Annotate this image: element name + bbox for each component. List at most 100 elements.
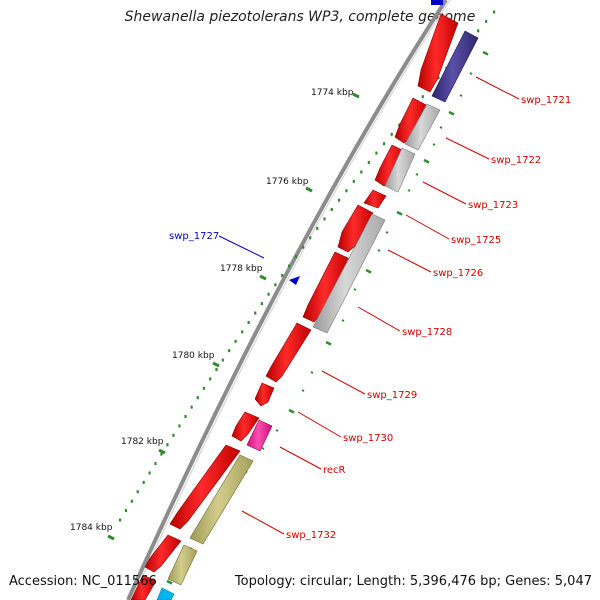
gene-top-blue-shape[interactable] <box>431 0 443 5</box>
backbone-inner-line <box>131 0 451 600</box>
gene-label-recR[interactable]: recR <box>323 465 346 476</box>
kbp-label: 1776 kbp <box>266 177 309 187</box>
kbp-label: 1774 kbp <box>311 88 354 98</box>
tick-dot <box>166 579 173 585</box>
forward-strand-genes <box>130 13 459 600</box>
gene-swp_1732b-shape[interactable] <box>167 544 198 586</box>
leader-line <box>321 370 366 395</box>
gene-label-swp_1728[interactable]: swp_1728 <box>402 327 452 338</box>
backbone-outer-line <box>126 0 448 600</box>
gene-label-swp_1722[interactable]: swp_1722 <box>491 155 541 166</box>
tick-dot <box>390 132 393 136</box>
gene-arrow[interactable] <box>231 411 260 442</box>
tick-dot <box>267 292 270 296</box>
tick-dot <box>184 415 187 419</box>
tick-dot <box>382 142 386 146</box>
gene-arrow[interactable] <box>363 189 387 209</box>
tick-dot <box>367 161 370 165</box>
tick-dot <box>477 29 480 33</box>
kbp-tick <box>107 534 115 541</box>
tick-dot <box>166 443 169 447</box>
gene-swp_1723-shape[interactable] <box>384 147 416 193</box>
tick-dot <box>136 490 139 494</box>
map-title: Shewanella piezotolerans WP3, complete g… <box>124 9 476 25</box>
tick-dot <box>160 452 163 456</box>
tick-dot <box>154 462 157 466</box>
tick-dot <box>330 208 333 212</box>
tick-dot <box>172 433 175 437</box>
gene-swp_1721-shape[interactable] <box>431 30 479 103</box>
tick-dot <box>432 143 436 146</box>
gene-label-swp_1723[interactable]: swp_1723 <box>468 200 518 211</box>
gene-cyan-shape[interactable] <box>156 587 175 600</box>
tick-dot <box>202 386 206 390</box>
gene-label-swp_1729[interactable]: swp_1729 <box>367 390 417 401</box>
gene-arrow[interactable] <box>254 382 275 407</box>
gene-label-swp_1721[interactable]: swp_1721 <box>521 95 571 106</box>
tick-dot <box>469 72 473 75</box>
kbp-label: 1780 kbp <box>172 351 215 361</box>
tick-dot <box>360 170 363 174</box>
gene-arrow[interactable] <box>169 444 241 530</box>
kbp-tick <box>259 274 267 281</box>
tick-dot <box>345 189 348 193</box>
tick-dot <box>325 340 332 346</box>
tick-dot <box>178 424 181 428</box>
gene-arrow[interactable] <box>130 574 157 600</box>
tick-dot <box>316 226 319 230</box>
tick-dot <box>260 302 263 306</box>
tick-dot <box>485 19 488 23</box>
gene-labels: swp_1721 swp_1722 swp_1723 swp_1725 swp_1726… <box>169 95 571 541</box>
tick-dot <box>415 173 419 176</box>
leader-line <box>445 137 490 160</box>
tick-dot <box>281 273 284 277</box>
tick-dot <box>423 158 430 164</box>
leader-line <box>357 306 401 332</box>
gene-label-swp_1730[interactable]: swp_1730 <box>343 433 393 444</box>
kbp-tick <box>352 92 360 99</box>
gene-leader-lines <box>218 76 520 535</box>
gene-swp_1732-shape[interactable] <box>189 454 254 545</box>
kbp-tick-marks <box>107 92 360 541</box>
tick-dot <box>301 245 305 249</box>
kbp-tick <box>212 361 220 368</box>
gene-arrow[interactable] <box>265 322 312 383</box>
gene-label-swp_1726[interactable]: swp_1726 <box>433 268 483 279</box>
accession-text: Accession: NC_011566 <box>9 574 157 589</box>
gene-recR-shape[interactable] <box>246 419 273 452</box>
gene-label-swp_1727[interactable]: swp_1727 <box>169 231 219 242</box>
gene-arrow[interactable] <box>417 13 459 93</box>
tick-dot <box>119 518 122 522</box>
tick-dot <box>482 50 489 56</box>
tick-dot <box>337 198 341 202</box>
tick-dot <box>275 429 279 432</box>
leader-line <box>422 181 467 205</box>
kbp-tick <box>305 186 313 193</box>
gene-arrow[interactable] <box>144 534 182 573</box>
tick-dot <box>288 264 291 268</box>
gene-label-swp_1732[interactable]: swp_1732 <box>286 530 336 541</box>
kbp-label: 1778 kbp <box>220 264 263 274</box>
leader-line <box>405 214 450 240</box>
tick-dot <box>124 509 128 513</box>
tick-dot <box>396 210 403 216</box>
tick-dot <box>247 320 250 324</box>
tick-dot <box>365 268 372 274</box>
kbp-label: 1784 kbp <box>70 523 113 533</box>
gene-swp_1726-shape[interactable] <box>312 213 386 334</box>
tick-dot <box>377 249 381 252</box>
topology-text: Topology: circular; Length: 5,396,476 bp… <box>234 574 592 589</box>
gene-swp_1727-shape[interactable] <box>289 276 300 285</box>
tick-dot <box>310 371 314 374</box>
tick-dot <box>254 311 257 315</box>
gene-arrow[interactable] <box>337 204 374 253</box>
gene-label-swp_1725[interactable]: swp_1725 <box>451 235 501 246</box>
tick-dot <box>274 283 277 287</box>
leader-line <box>218 235 265 259</box>
tick-dot <box>142 480 145 484</box>
tick-dot <box>448 110 455 116</box>
gene-swp_1722-shape[interactable] <box>404 103 441 151</box>
tick-dot <box>261 447 265 450</box>
tick-dot <box>352 179 355 183</box>
